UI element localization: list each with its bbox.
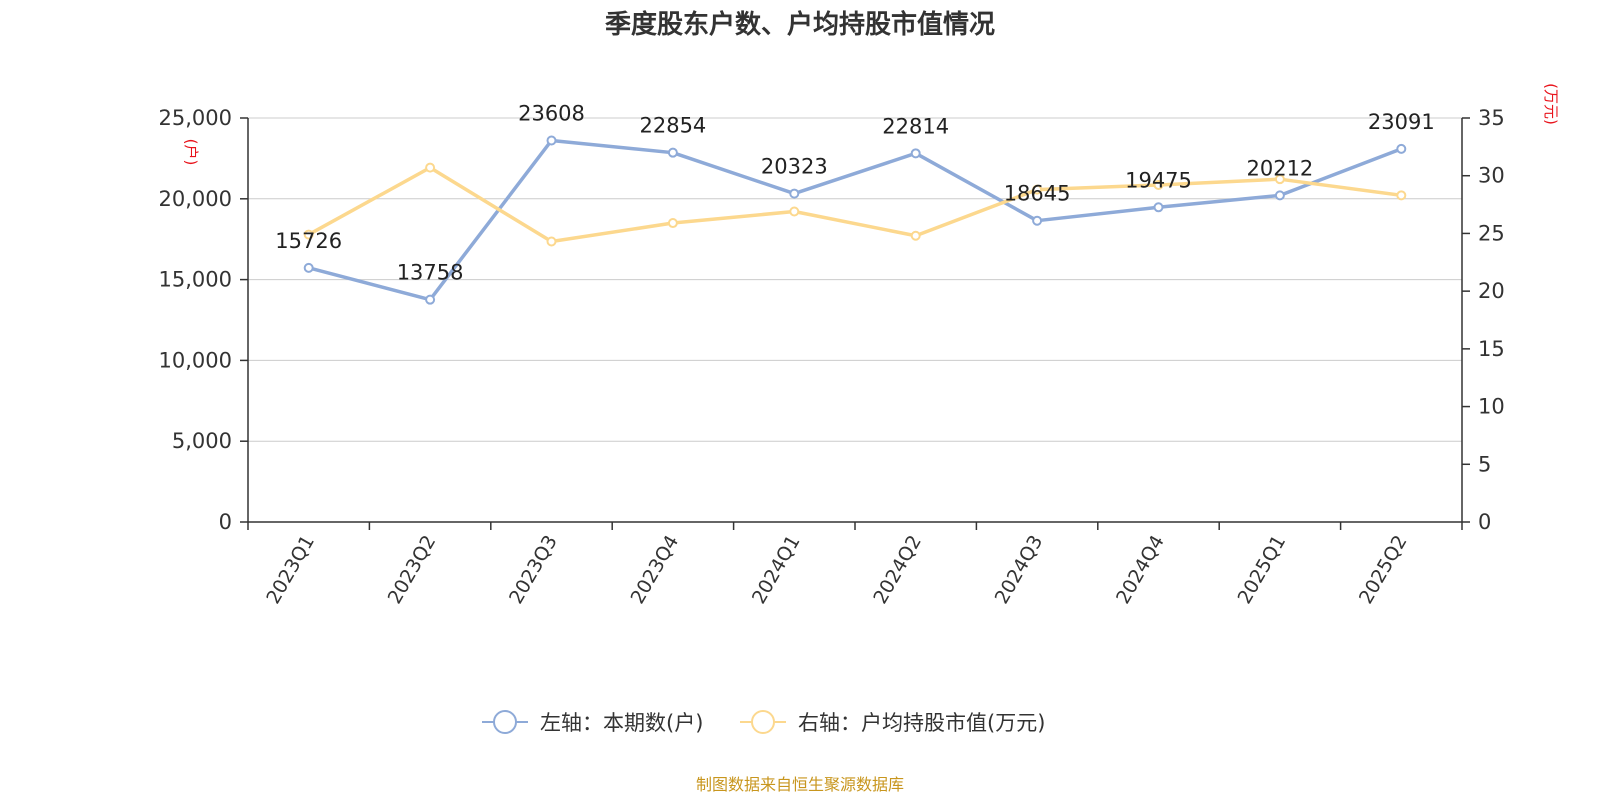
series-1: [303, 135, 1407, 305]
data-point: [303, 262, 314, 273]
x-axis-category-label: 2023Q2: [384, 532, 441, 608]
data-point: [303, 229, 314, 240]
data-label: 15726: [275, 229, 342, 253]
data-label: 20212: [1246, 156, 1313, 180]
data-label: 22814: [882, 114, 949, 138]
right-axis-tick-label: 0: [1478, 510, 1491, 534]
x-axis-category-label: 2023Q4: [626, 532, 683, 608]
legend-label: 右轴：户均持股市值(万元): [798, 711, 1045, 735]
series-2: [303, 162, 1407, 247]
data-labels: 15726 13758 23608 22854 20323 22814 18645 19475…: [275, 101, 1434, 284]
legend-marker-icon: [751, 710, 775, 734]
right-axis-tick-label: 5: [1478, 452, 1491, 476]
data-label: 20323: [761, 155, 828, 179]
data-point: [425, 294, 436, 305]
left-axis-tick-label: 25,000: [159, 106, 232, 130]
right-axis-unit: (万元): [1542, 83, 1560, 125]
legend-item[interactable]: 右轴：户均持股市值(万元): [740, 710, 1045, 735]
data-label: 23608: [518, 101, 585, 125]
data-point: [910, 148, 921, 159]
legend-label: 左轴：本期数(户): [540, 711, 703, 735]
data-point: [1274, 174, 1285, 185]
source-note: 制图数据来自恒生聚源数据库: [696, 775, 904, 794]
x-axis-category-label: 2024Q1: [748, 532, 805, 608]
legend[interactable]: 左轴：本期数(户) 右轴：户均持股市值(万元): [482, 710, 1045, 735]
data-label: 22854: [639, 114, 706, 138]
right-axis-tick-label: 30: [1478, 164, 1505, 188]
right-axis-tick-label: 10: [1478, 395, 1505, 419]
x-axis-category-label: 2024Q4: [1112, 532, 1169, 608]
left-axis-unit: (户): [182, 139, 200, 166]
data-point: [667, 218, 678, 229]
data-label: 18645: [1004, 182, 1071, 206]
data-point: [789, 206, 800, 217]
data-point: [1153, 179, 1164, 190]
data-point: [1274, 190, 1285, 201]
data-label: 23091: [1368, 110, 1435, 134]
data-point: [1153, 202, 1164, 213]
data-point: [1032, 184, 1043, 195]
legend-marker-icon: [493, 710, 517, 734]
data-label: 13758: [397, 261, 464, 285]
data-point: [1032, 215, 1043, 226]
data-point: [546, 236, 557, 247]
x-axis-category-label: 2025Q1: [1233, 532, 1290, 608]
x-axis-category-label: 2023Q3: [505, 532, 562, 608]
data-point: [546, 135, 557, 146]
series-line: [308, 138, 1402, 302]
axes: 05,00010,00015,00020,00025,0000510152025…: [159, 83, 1560, 608]
left-axis-tick-label: 10,000: [159, 348, 232, 372]
data-point: [910, 230, 921, 241]
x-axis-category-label: 2024Q2: [869, 532, 926, 608]
data-point: [1396, 190, 1407, 201]
x-axis-category-label: 2023Q1: [262, 532, 319, 608]
data-point: [425, 162, 436, 173]
chart-title: 季度股东户数、户均持股市值情况: [605, 9, 995, 40]
data-point: [789, 188, 800, 199]
series-line: [307, 165, 1402, 244]
data-point: [1396, 143, 1407, 154]
left-axis-tick-label: 5,000: [172, 429, 232, 453]
right-axis-tick-label: 25: [1478, 221, 1505, 245]
left-axis-tick-label: 0: [219, 510, 232, 534]
x-axis-category-label: 2025Q2: [1355, 532, 1412, 608]
data-label: 19475: [1125, 168, 1192, 192]
right-axis-tick-label: 35: [1478, 106, 1505, 130]
x-axis-category-label: 2024Q3: [991, 532, 1048, 608]
legend-item[interactable]: 左轴：本期数(户): [482, 710, 703, 735]
left-axis-tick-label: 15,000: [159, 268, 232, 292]
right-axis-tick-label: 15: [1478, 337, 1505, 361]
right-axis-tick-label: 20: [1478, 279, 1505, 303]
data-point: [667, 147, 678, 158]
series-lines: [303, 135, 1407, 305]
left-axis-tick-label: 20,000: [159, 187, 232, 211]
